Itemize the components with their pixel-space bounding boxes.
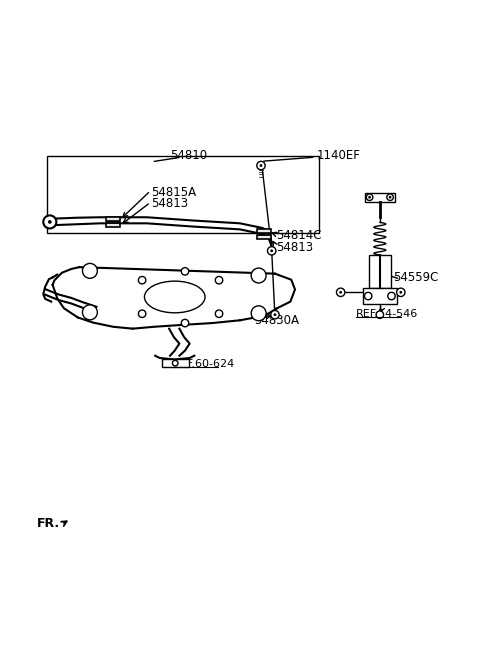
Circle shape — [251, 268, 266, 283]
Bar — [257, 235, 271, 238]
Text: REF.54-546: REF.54-546 — [356, 308, 418, 319]
Text: FR.: FR. — [37, 517, 60, 530]
Circle shape — [43, 215, 56, 229]
Bar — [257, 229, 271, 233]
Circle shape — [368, 196, 371, 199]
Circle shape — [181, 319, 189, 327]
Bar — [106, 217, 120, 221]
Bar — [362, 288, 397, 305]
Circle shape — [396, 288, 405, 297]
Circle shape — [172, 360, 178, 366]
Circle shape — [271, 310, 279, 319]
Text: 54813: 54813 — [276, 240, 313, 253]
Bar — [365, 192, 395, 202]
Text: 54815A: 54815A — [151, 185, 197, 198]
Text: 54559C: 54559C — [393, 271, 438, 284]
Text: REF.60-624: REF.60-624 — [172, 358, 235, 369]
Circle shape — [364, 292, 372, 300]
Circle shape — [339, 291, 342, 294]
Circle shape — [366, 194, 373, 200]
Text: 54814C: 54814C — [276, 229, 322, 242]
Text: 54813: 54813 — [151, 197, 189, 210]
Circle shape — [83, 305, 97, 320]
Circle shape — [399, 291, 402, 294]
Circle shape — [387, 194, 393, 200]
Bar — [162, 360, 189, 367]
Text: 54830A: 54830A — [254, 314, 299, 327]
Circle shape — [260, 164, 263, 167]
Circle shape — [388, 292, 395, 300]
Circle shape — [376, 311, 384, 318]
Bar — [47, 156, 319, 233]
Text: 54810: 54810 — [170, 149, 207, 162]
Circle shape — [138, 277, 146, 284]
Bar — [106, 223, 120, 227]
Circle shape — [216, 277, 223, 284]
Circle shape — [274, 313, 276, 316]
Circle shape — [216, 310, 223, 318]
Circle shape — [181, 268, 189, 275]
Circle shape — [336, 288, 345, 297]
Text: 1140EF: 1140EF — [317, 149, 361, 162]
Circle shape — [48, 220, 52, 224]
Circle shape — [267, 247, 276, 255]
Circle shape — [83, 263, 97, 279]
Bar — [369, 255, 391, 288]
Circle shape — [251, 306, 266, 321]
Circle shape — [270, 249, 273, 252]
Circle shape — [138, 310, 146, 318]
Circle shape — [257, 161, 265, 170]
Circle shape — [389, 196, 392, 199]
